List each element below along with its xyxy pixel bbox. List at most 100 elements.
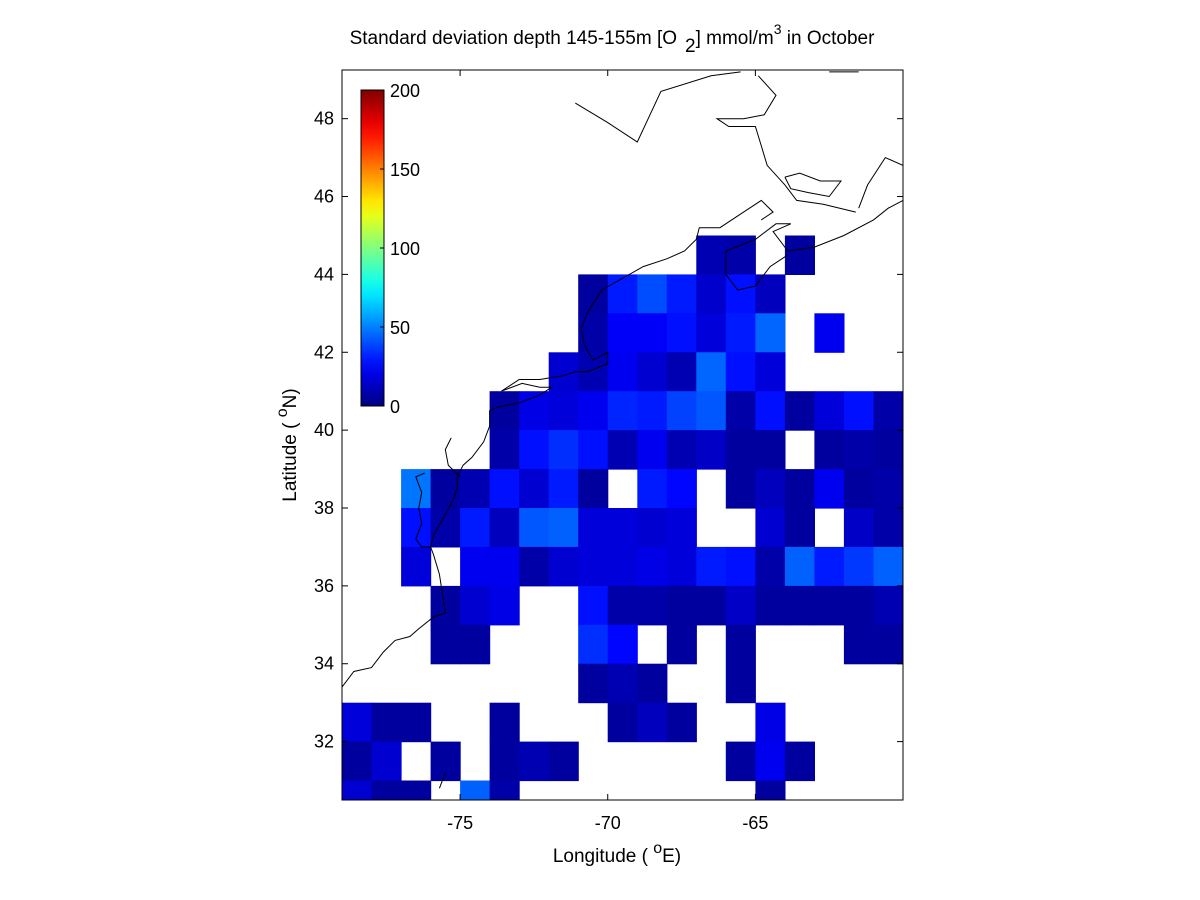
heatmap-cell — [843, 546, 874, 587]
heatmap-cell — [430, 469, 461, 509]
colorbar-tick-label: 150 — [390, 160, 420, 180]
heatmap-cell — [342, 702, 373, 743]
heatmap-cell — [666, 430, 697, 470]
heatmap-cell — [489, 780, 520, 800]
heatmap-cell — [607, 546, 638, 587]
heatmap-cell — [637, 702, 668, 743]
heatmap-cell — [342, 741, 373, 782]
heatmap-cell — [607, 508, 638, 548]
heatmap-cell — [873, 585, 903, 626]
heatmap-cell — [637, 546, 668, 587]
heatmap-cell — [401, 546, 432, 587]
heatmap-cell — [401, 508, 432, 548]
axes-frame — [341, 69, 904, 801]
heatmap-cell — [578, 469, 609, 509]
heatmap-cell — [637, 469, 668, 509]
x-axis-ticks: -75 -70 -65 — [447, 70, 768, 833]
colorbar-tick-label: 50 — [390, 318, 410, 338]
heatmap-cell — [725, 352, 756, 392]
y-axis-label: Latitude ( oN) — [274, 388, 301, 501]
heatmap-cell — [460, 624, 491, 665]
heatmap-cell — [755, 702, 786, 743]
heatmap-cell — [578, 274, 609, 314]
heatmap-cell — [873, 430, 903, 470]
heatmap-cell — [489, 430, 520, 470]
heatmap-cell — [519, 391, 550, 431]
heatmap-cell — [784, 546, 815, 587]
heatmap-cell — [342, 780, 373, 800]
heatmap-cell — [637, 352, 668, 392]
heatmap-cell — [460, 508, 491, 548]
heatmap-cell — [548, 508, 579, 548]
heatmap-cell — [460, 585, 491, 626]
heatmap-cell — [725, 741, 756, 782]
heatmap-cell — [755, 313, 786, 353]
heatmap-cell — [843, 508, 874, 548]
heatmap-cell — [696, 352, 727, 392]
heatmap-cell — [814, 313, 845, 353]
heatmap-cell — [578, 430, 609, 470]
heatmap-cell — [489, 585, 520, 626]
coastline-segment — [575, 71, 741, 143]
heatmap-cell — [519, 430, 550, 470]
heatmap-cell — [607, 352, 638, 392]
heatmap-cell — [814, 585, 845, 626]
heatmap-cell — [666, 585, 697, 626]
heatmap-cell — [784, 391, 815, 431]
x-tick-label: -70 — [595, 813, 621, 833]
heatmap-cell — [843, 430, 874, 470]
heatmap-cell — [755, 274, 786, 314]
heatmap-cell — [784, 508, 815, 548]
heatmap-cell — [637, 313, 668, 353]
heatmap-cell — [401, 702, 432, 743]
heatmap-cell — [784, 585, 815, 626]
heatmap-cell — [814, 430, 845, 470]
heatmap-cell — [873, 391, 903, 431]
coastline — [342, 71, 903, 789]
heatmap-cell — [371, 702, 402, 743]
heatmap-cell — [843, 391, 874, 431]
heatmap-cell — [843, 624, 874, 665]
coastline-segment — [858, 156, 903, 209]
heatmap-cell — [460, 469, 491, 509]
heatmap-cell — [696, 391, 727, 431]
heatmap-cell — [725, 585, 756, 626]
heatmap-cell — [578, 391, 609, 431]
coastline-segment — [725, 251, 789, 291]
x-tick-label: -75 — [447, 813, 473, 833]
heatmap-cell — [371, 741, 402, 782]
heatmap-cell — [578, 585, 609, 626]
chart-title: Standard deviation depth 145-155m [O 2] m… — [350, 21, 876, 57]
heatmap-cell — [873, 546, 903, 587]
heatmap-cell — [489, 469, 520, 509]
heatmap-cell — [725, 546, 756, 587]
heatmap-cell — [725, 313, 756, 353]
heatmap-cell — [430, 585, 461, 626]
heatmap-cell — [755, 430, 786, 470]
heatmap-cell — [696, 430, 727, 470]
y-tick-label: 42 — [314, 342, 334, 362]
colorbar-tick-label: 0 — [390, 397, 400, 417]
heatmap-cell — [666, 313, 697, 353]
heatmap-cell — [755, 352, 786, 392]
heatmap-cell — [725, 469, 756, 509]
heatmap-cell — [519, 741, 550, 782]
heatmap-cell — [696, 313, 727, 353]
heatmap-cell — [784, 469, 815, 509]
heatmap-cell — [814, 469, 845, 509]
heatmap-cell — [578, 313, 609, 353]
colorbar-tick-label: 100 — [390, 239, 420, 259]
heatmap-cell — [637, 430, 668, 470]
coastline-segment — [342, 199, 774, 688]
heatmap-cell — [607, 702, 638, 743]
y-tick-label: 36 — [314, 576, 334, 596]
y-tick-label: 34 — [314, 654, 334, 674]
y-tick-label: 46 — [314, 187, 334, 207]
heatmap-cell — [696, 546, 727, 587]
heatmap-cell — [666, 274, 697, 314]
heatmap-cell — [666, 352, 697, 392]
coastline-segment — [784, 172, 843, 198]
heatmap-cell — [873, 469, 903, 509]
heatmap-cell — [519, 508, 550, 548]
